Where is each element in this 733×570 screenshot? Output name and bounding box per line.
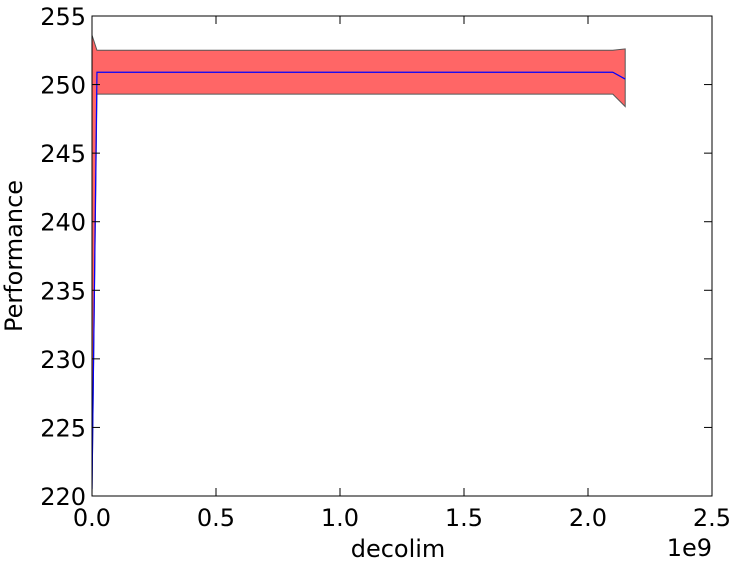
x-tick-label: 0.5 [197,504,235,532]
y-tick-label: 220 [40,483,86,511]
x-tick-label: 0.0 [73,504,111,532]
y-tick-label: 225 [40,414,86,442]
x-tick-label: 2.5 [693,504,731,532]
plot-frame [91,15,713,497]
line [92,71,626,490]
y-tick-label: 235 [40,277,86,305]
x-offset-label: 1e9 [667,534,712,562]
y-tick-label: 255 [40,3,86,31]
y-tick-label: 250 [40,72,86,100]
y-tick-label: 240 [40,209,86,237]
x-tick-label: 2.0 [569,504,607,532]
x-tick-label: 1.0 [321,504,359,532]
x-axis-label: decolim [351,535,446,563]
y-tick-label: 245 [40,140,86,168]
y-axis-label: Performance [0,180,28,332]
x-tick-label: 1.5 [445,504,483,532]
y-tick-label: 230 [40,346,86,374]
plot-area [92,16,712,496]
